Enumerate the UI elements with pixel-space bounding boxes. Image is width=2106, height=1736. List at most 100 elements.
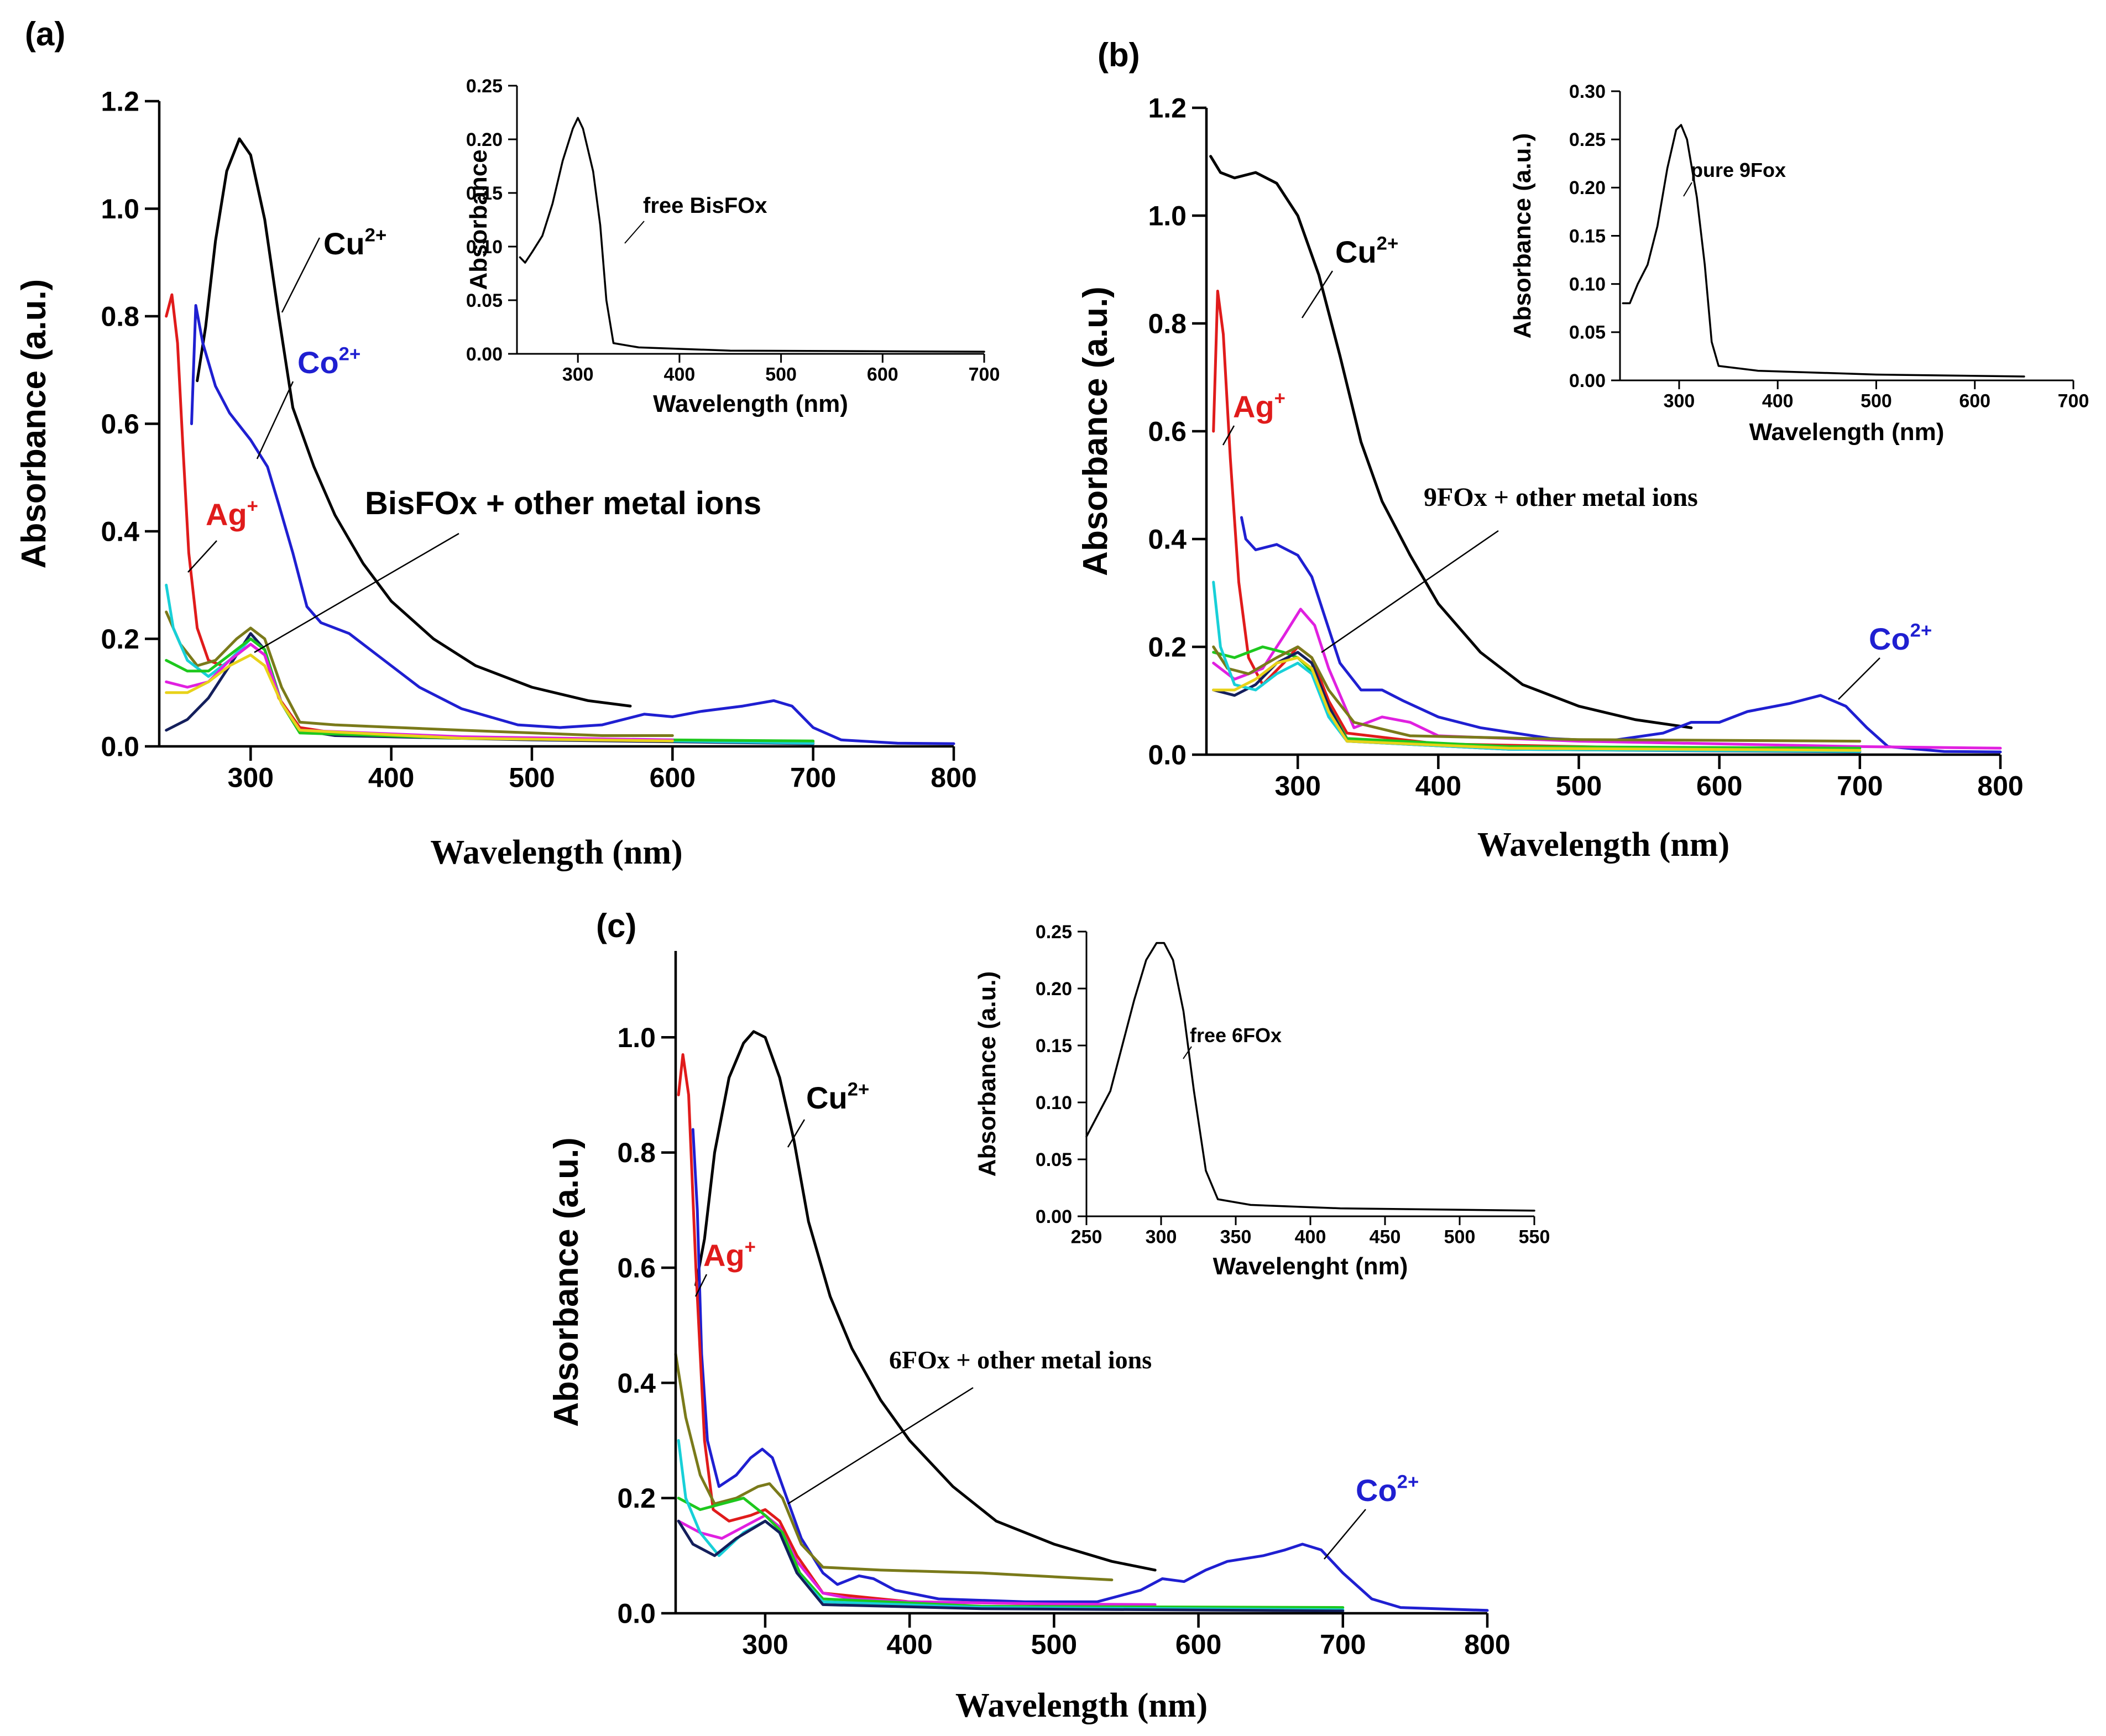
panel-0-main-y-tick-label: 0.8 (101, 301, 139, 332)
panel-2-main-y-axis-label: Absorbance (a.u.) (547, 1137, 586, 1427)
panel-1-annotation-text: 9FOx + other metal ions (1424, 483, 1698, 512)
panel-2-main-y-tick-label: 0.2 (617, 1483, 656, 1514)
panel-2-annotation-text: Co (1356, 1473, 1397, 1508)
panel-0-inset-x-tick-label: 400 (664, 364, 696, 385)
panel-0-main-y-tick-label: 0.4 (101, 516, 139, 547)
panel-2-inset-x-tick-label: 400 (1295, 1226, 1326, 1247)
panel-0-main-y-tick-label: 1.2 (101, 86, 139, 117)
panel-2-main-x-tick-label: 500 (1031, 1629, 1077, 1660)
panel-1-inset-y-axis-label: Absorbance (a.u.) (1509, 133, 1536, 339)
panel-1-annotation-text: Cu (1335, 234, 1377, 269)
panel-1-annotation: Co2+ (1869, 620, 1932, 656)
panel-1-main-x-tick-label: 300 (1274, 771, 1320, 802)
panel-0-annotation-sup: 2+ (365, 224, 387, 245)
panel-0-inset-x-tick-label: 300 (562, 364, 594, 385)
panel-1-main-series-2 (1212, 290, 1862, 752)
panel-0-annotation: BisFOx + other metal ions (365, 485, 761, 521)
panel-1-main-series-1 (1240, 516, 2002, 754)
panel-0-main-x-axis-label: Wavelength (nm) (430, 834, 682, 871)
panel-0-inset-annotation-leader (624, 221, 645, 244)
panel-1-inset-x-tick-label: 300 (1664, 390, 1695, 411)
panel-1-label: (b) (1098, 36, 1140, 74)
panel-1-main-series-0 (1209, 155, 1693, 729)
panel-0-inset-y-tick-label: 0.05 (466, 290, 503, 311)
panel-0-annotation-text: Cu (323, 226, 365, 261)
panel-1-annotation-leader (1321, 530, 1499, 653)
panel-1-annotation-sup: + (1274, 388, 1285, 409)
panel-2-main-series-3 (674, 1352, 1114, 1582)
panel-2-annotation-sup: 2+ (1397, 1471, 1419, 1492)
panel-2-inset-y-tick-label: 0.25 (1036, 922, 1072, 943)
panel-2-main-y-tick-label: 0.4 (617, 1368, 656, 1399)
panel-2-inset-y-tick-label: 0.10 (1036, 1092, 1072, 1113)
panel-0-annotation-leader (187, 540, 217, 573)
panel-1-annotation: Cu2+ (1335, 233, 1398, 269)
panel-2-annotation-leader (694, 1274, 708, 1297)
panel-0-main-series-8 (165, 653, 674, 742)
panel-2-main-y-tick-label: 0.8 (617, 1137, 656, 1168)
panel-1-annotation: 9FOx + other metal ions (1424, 483, 1698, 512)
panel-1-annotation-leader (1838, 657, 1880, 700)
panel-1-annotation-leader (1301, 270, 1334, 318)
panel-2-inset-annotation: free 6FOx (1190, 1024, 1282, 1047)
panel-0-main-y-tick-label: 0.6 (101, 409, 139, 440)
panel-2-main-x-tick-label: 800 (1464, 1629, 1510, 1660)
panel-1-main-x-tick-label: 700 (1837, 771, 1883, 802)
panel-0-annotation-text: BisFOx + other metal ions (365, 485, 761, 521)
panel-1-main-y-tick-label: 0.2 (1148, 632, 1187, 663)
panel-0-inset-x-tick-label: 600 (867, 364, 898, 385)
panel-1-main-y-tick-label: 0.6 (1148, 416, 1187, 447)
panel-2-inset-x-tick-label: 500 (1444, 1226, 1476, 1247)
panel-2-annotation: Co2+ (1356, 1471, 1419, 1508)
panel-2-inset-x-tick-label: 450 (1370, 1226, 1401, 1247)
panel-2-main-series-2 (677, 1053, 1085, 1606)
panel-1-annotation: Ag+ (1233, 388, 1285, 424)
panel-2-annotation-text: Ag (703, 1238, 745, 1273)
panel-0-main-x-tick-label: 300 (228, 762, 274, 793)
panel-2-annotation: Cu2+ (806, 1079, 869, 1115)
panel-1-main-series-6 (1212, 645, 1862, 743)
panel-2-annotation-leader (787, 1387, 974, 1505)
panel-2-main: 300 400 500 600 700 800 0.0 0.2 0.4 0.6 0.8 1.0 Wave… (547, 951, 1511, 1724)
panel-1-inset-y-tick-label: 0.05 (1569, 322, 1606, 343)
panel-2-inset-y-tick-label: 0.00 (1036, 1206, 1072, 1227)
panel-2-annotation-text: 6FOx + other metal ions (889, 1346, 1152, 1374)
panel-2-annotation-leader (787, 1119, 806, 1148)
panel-1-main: 300 400 500 600 700 800 0.0 0.2 0.4 0.6 0.8 1.0 1.2 W… (1076, 93, 2024, 864)
panel-2-inset-x-tick-label: 550 (1519, 1226, 1550, 1247)
panel-0-inset-y-tick-label: 0.15 (466, 183, 503, 204)
panel-1-inset-x-tick-label: 700 (2058, 390, 2089, 411)
panel-1-inset-y-tick-label: 0.30 (1569, 81, 1606, 102)
panel-1-main-y-tick-label: 0.0 (1148, 740, 1187, 771)
panel-2-annotation: 6FOx + other metal ions (889, 1346, 1152, 1374)
panel-0-inset-y-tick-label: 0.00 (466, 344, 503, 365)
panel-0-inset-x-tick-label: 700 (969, 364, 1000, 385)
panel-2-inset-series-0 (1085, 942, 1535, 1212)
panel-0-main-y-axis-label: Absorbance (a.u.) (15, 279, 53, 569)
panel-0-annotation-sup: + (247, 495, 258, 516)
panel-0-inset-series-0 (519, 117, 985, 353)
panel-1-main-y-tick-label: 0.8 (1148, 308, 1187, 339)
panel-1-main-y-tick-label: 0.4 (1148, 524, 1187, 555)
panel-1-main-y-tick-label: 1.2 (1148, 93, 1187, 124)
panel-1-inset-y-tick-label: 0.00 (1569, 370, 1606, 391)
panel-0-main-series-1 (190, 304, 955, 745)
panel-0-annotation: Ag+ (206, 495, 258, 532)
panel-0-inset-x-axis-label: Wavelength (nm) (653, 390, 848, 417)
panel-0-annotation-text: Ag (206, 497, 247, 532)
panel-2-main-x-tick-label: 300 (742, 1629, 788, 1660)
panel-1-inset-x-axis-label: Wavelength (nm) (1749, 419, 1945, 446)
panel-1-main-y-axis-label: Absorbance (a.u.) (1076, 286, 1115, 576)
panel-2-annotation: Ag+ (703, 1236, 756, 1273)
panel-2-inset-x-tick-label: 300 (1146, 1226, 1177, 1247)
panel-0-inset-x-tick-label: 500 (765, 364, 797, 385)
panel-0-annotation: Co2+ (297, 343, 360, 380)
panel-1-inset-y-tick-label: 0.15 (1569, 226, 1606, 247)
panel-1-inset-x-tick-label: 600 (1959, 390, 1990, 411)
panel-1-inset-series-0 (1622, 124, 2025, 378)
panel-1-inset-y-tick-label: 0.10 (1569, 274, 1606, 295)
panel-0-main-x-tick-label: 700 (790, 762, 836, 793)
panel-1-annotation-text: Co (1869, 621, 1910, 656)
panel-0-inset: 300 400 500 600 700 0.00 0.05 0.10 0.15 0.20 0.25 W… (465, 76, 1000, 417)
panel-0-main-x-tick-label: 800 (931, 762, 976, 793)
